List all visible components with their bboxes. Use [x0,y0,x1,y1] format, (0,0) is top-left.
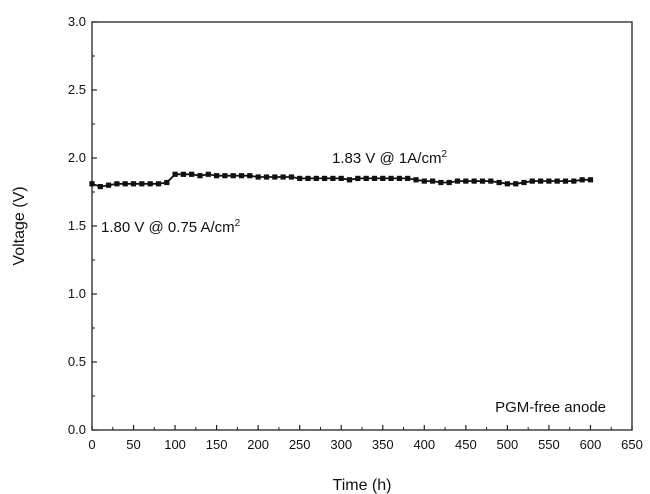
annotation-low: 1.80 V @ 0.75 A/cm2 [101,218,241,236]
y-tick-label: 0.5 [68,354,86,369]
data-point [446,179,452,186]
y-tick-label: 2.0 [68,150,86,165]
data-point [147,181,153,187]
annotation-low-superscript: 2 [235,218,241,229]
data-point [189,171,195,177]
data-point [571,178,577,184]
x-tick-label: 100 [164,437,186,452]
x-tick-label: 450 [455,437,477,452]
data-point [255,174,261,180]
data-point [363,175,369,181]
x-tick-label: 550 [538,437,560,452]
data-point [97,184,103,190]
data-point [238,173,245,179]
data-point [164,179,170,186]
x-tick-label: 650 [621,437,643,452]
annotation-anode: PGM-free anode [495,399,606,416]
x-tick-label: 500 [497,437,519,452]
annotation-high-superscript: 2 [441,149,447,160]
y-tick-label: 3.0 [68,14,86,29]
data-point [587,177,594,183]
x-tick-label: 300 [330,437,352,452]
x-tick-label: 50 [126,437,140,452]
data-point [562,178,569,184]
data-point [463,178,469,184]
data-point [371,175,378,181]
data-point [197,173,203,179]
data-point [504,181,510,187]
series-group [89,171,594,190]
x-tick-label: 400 [413,437,435,452]
x-tick-label: 600 [580,437,602,452]
data-point [430,178,436,184]
data-point [263,174,270,180]
data-point [89,181,95,187]
x-axis-title: Time (h) [333,477,392,494]
data-point [130,181,137,187]
y-tick-label: 1.0 [68,286,86,301]
data-point [172,171,178,177]
data-point [479,178,486,184]
x-tick-label: 250 [289,437,311,452]
data-point [338,175,344,181]
data-point [396,175,402,181]
data-point [513,181,519,187]
x-tick-label: 150 [206,437,228,452]
data-point [322,175,328,181]
data-point [405,175,411,181]
data-point [139,181,145,187]
data-point [488,178,494,184]
annotation-high: 1.83 V @ 1A/cm2 [332,149,447,167]
data-point [155,181,162,187]
data-point [313,175,319,181]
data-point [380,175,386,181]
x-tick-label: 0 [88,437,95,452]
data-point [413,177,419,183]
data-point [529,178,535,184]
data-point [355,175,361,181]
data-point [122,181,128,187]
data-point [106,182,112,188]
data-point [222,173,228,179]
y-tick-label: 2.5 [68,82,86,97]
data-point [579,177,585,183]
data-point [280,174,286,180]
data-point [297,175,303,181]
data-point [454,178,461,184]
y-axis-title: Voltage (V) [11,186,28,265]
data-point [214,173,220,179]
data-point [538,178,544,184]
data-point [346,177,353,183]
x-tick-label: 200 [247,437,269,452]
data-point [288,174,294,180]
data-point [421,178,427,184]
x-tick-label: 350 [372,437,394,452]
data-point [305,175,311,181]
x-axis: 0 50 100 150 200 250 300 350 400 450 500 550 600 650 [88,425,643,452]
y-tick-label: 1.5 [68,218,86,233]
data-point [330,175,336,181]
data-point [272,174,278,180]
data-point [205,171,211,177]
data-point [546,178,552,184]
y-tick-label: 0.0 [68,422,86,437]
data-point [471,178,477,184]
data-point [114,181,120,187]
data-point [388,175,394,181]
data-point [180,171,186,177]
data-point [438,179,444,186]
data-point [247,173,253,179]
data-point [521,179,527,186]
data-point [496,179,502,186]
data-point [554,178,560,184]
y-axis: 0.0 0.5 1.0 1.5 2.0 2.5 3.0 [68,14,97,437]
data-point [230,173,236,179]
